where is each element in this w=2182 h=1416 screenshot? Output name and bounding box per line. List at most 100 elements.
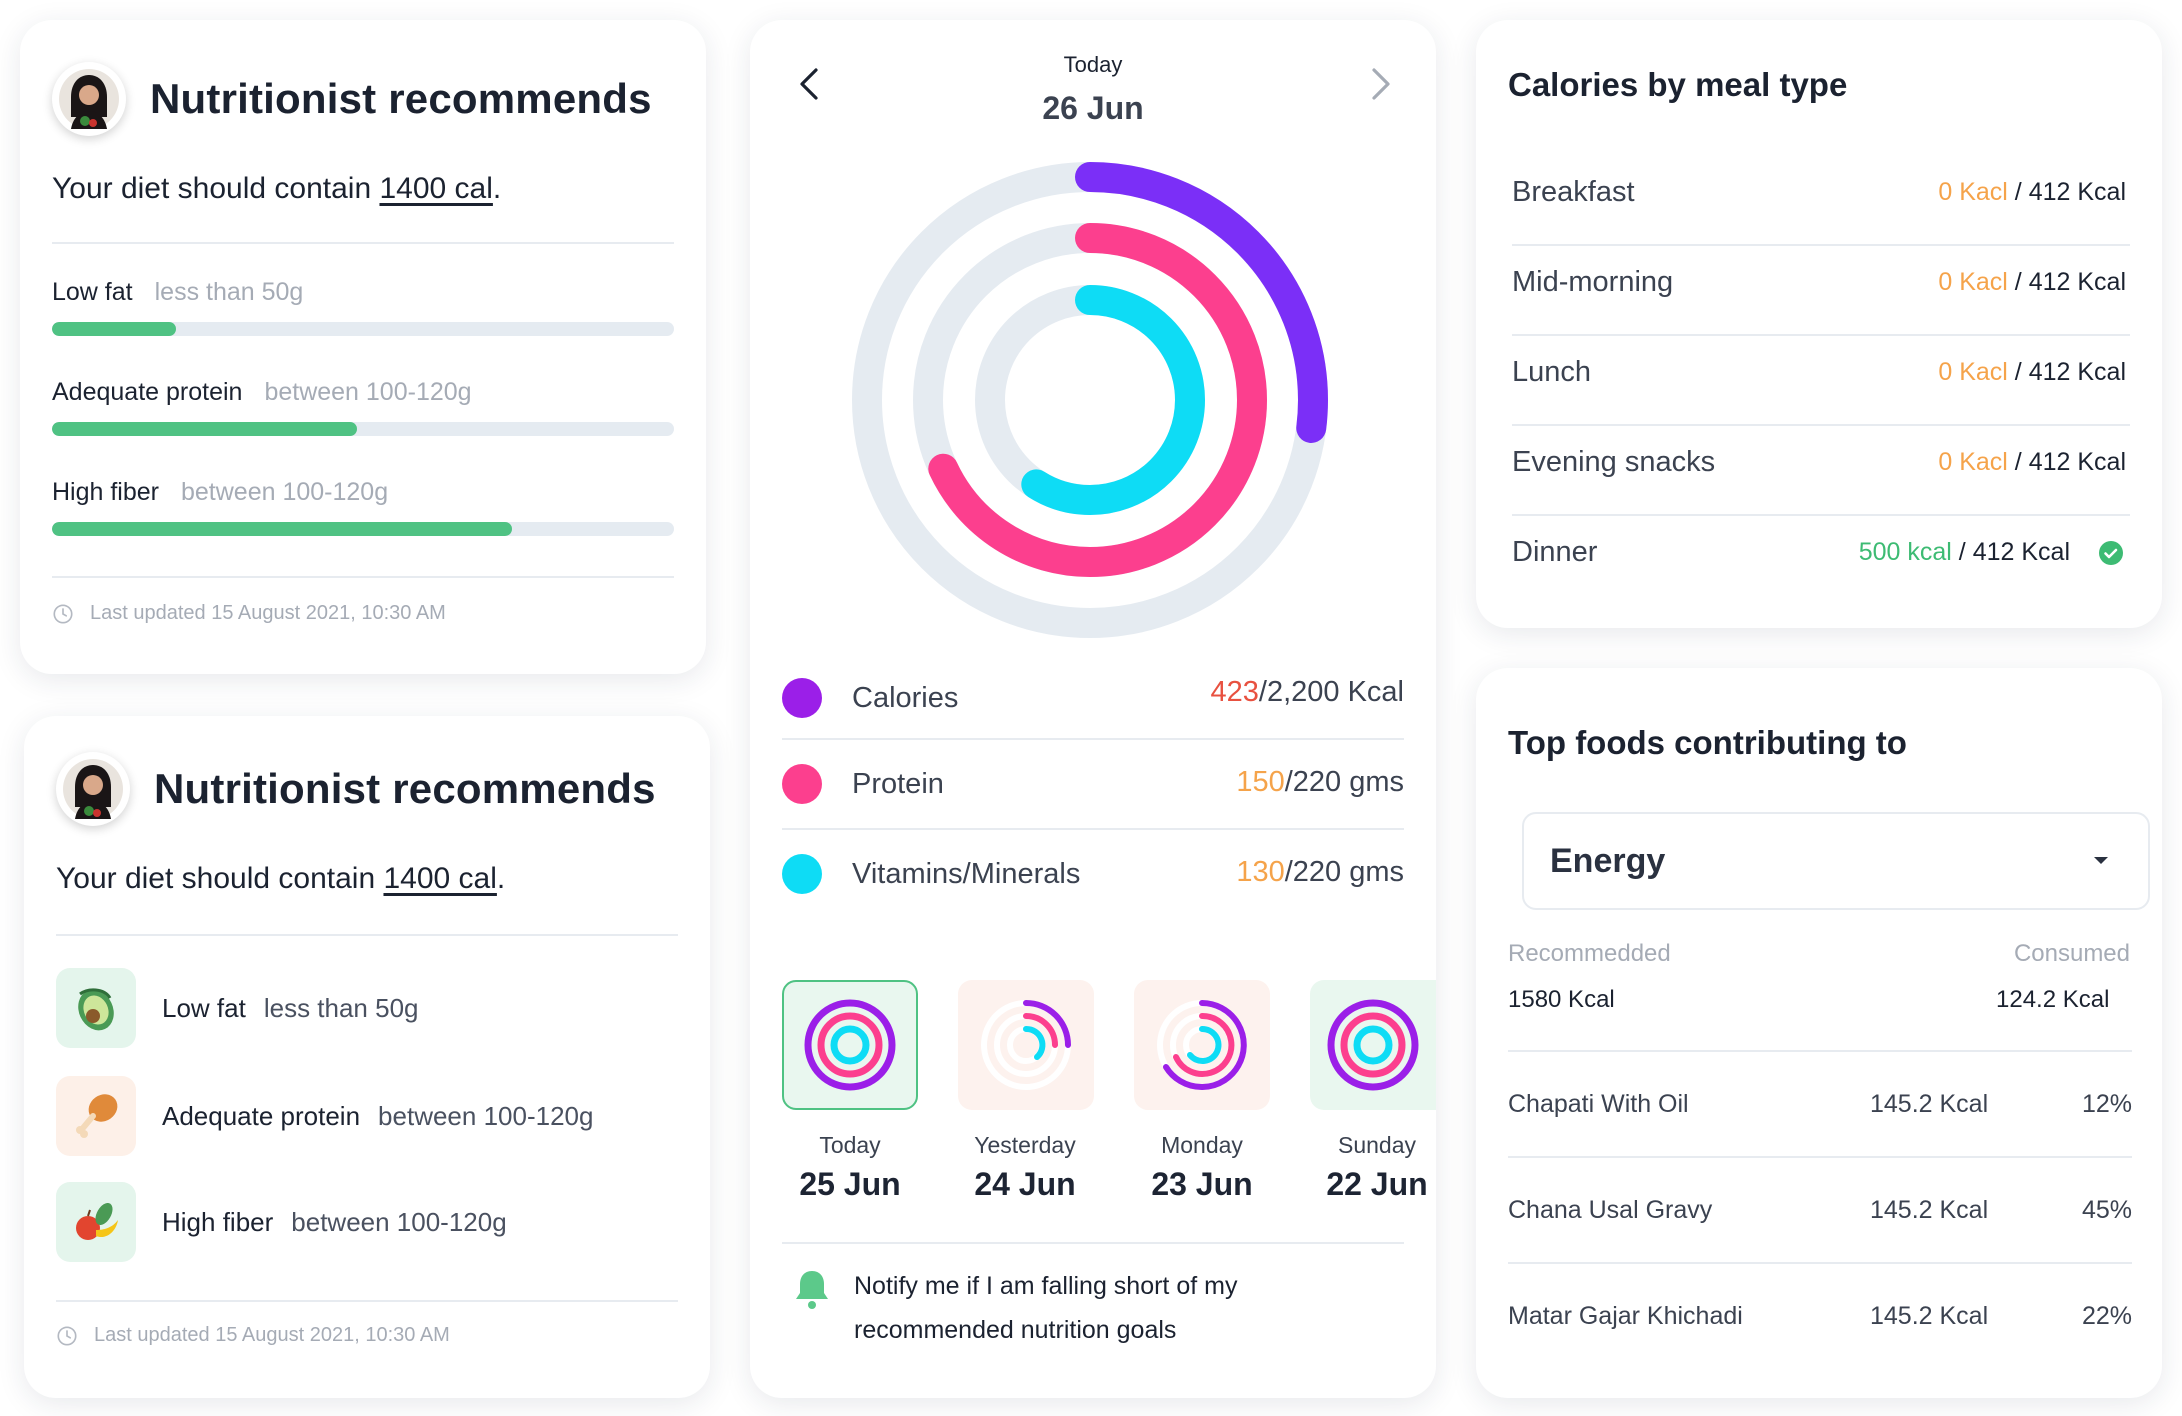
nutrient-label-protein: Adequate protein between 100-120g (52, 378, 472, 406)
bell-icon[interactable] (794, 1268, 830, 1310)
check-circle-icon (2099, 540, 2123, 565)
divider (1512, 334, 2130, 336)
food-percent: 12% (2081, 1090, 2132, 1118)
consumed-label: Consumed (2013, 940, 2130, 967)
fruits-icon (56, 1182, 136, 1262)
mini-rings-icon (981, 1000, 1071, 1090)
progress-bar-low-fat (52, 322, 674, 336)
day-tile-sunday[interactable] (1310, 980, 1436, 1110)
meal-name: Lunch (1512, 356, 1592, 388)
meal-consumed: 500 kcal (1858, 538, 1952, 566)
nutrient-select[interactable]: Energy (1522, 812, 2150, 910)
food-row-fiber: High fiber between 100-120g (56, 1182, 507, 1262)
divider (1512, 424, 2130, 426)
date-label: Today (1063, 52, 1123, 77)
meal-separator: / (2007, 448, 2029, 476)
diet-calorie-text: Your diet should contain 1400 cal. (52, 172, 502, 205)
food-kcal: 145.2 Kcal (1870, 1196, 1989, 1224)
meal-name: Mid-morning (1512, 266, 1674, 298)
current-date: 26 Jun (1042, 90, 1144, 126)
next-day-arrow-icon[interactable] (1360, 64, 1400, 104)
meal-target: 412 Kcal (2028, 268, 2126, 296)
food-percent: 45% (2081, 1196, 2132, 1224)
card-title: Nutritionist recommends (154, 765, 656, 812)
divider (782, 828, 1404, 830)
nutrient-label-low-fat: Low fat less than 50g (52, 278, 304, 306)
meal-consumed: 0 Kacl (1938, 358, 2008, 386)
divider (1512, 244, 2130, 246)
notify-text: Notify me if I am falling short of my re… (854, 1272, 1238, 1344)
avatar (56, 752, 130, 826)
day-tile-monday[interactable] (1134, 980, 1270, 1110)
meal-consumed: 0 Kacl (1938, 448, 2008, 476)
progress-fill (52, 422, 357, 436)
legend-vitamins: Vitamins/Minerals (782, 854, 1080, 894)
previous-day-arrow-icon[interactable] (790, 64, 830, 104)
food-kcal: 145.2 Kcal (1870, 1090, 1989, 1118)
card-header: Nutritionist recommends (52, 62, 652, 136)
section-title: Top foods contributing to (1508, 724, 1907, 761)
day-date-monday: 23 Jun (1151, 1166, 1253, 1202)
meal-consumed: 0 Kacl (1938, 178, 2008, 206)
nutritionist-card-icons: Nutritionist recommends Your diet should… (24, 716, 710, 1398)
vitamins-value: 130/220 gms (1236, 856, 1404, 888)
divider (56, 934, 678, 936)
divider (1508, 1262, 2132, 1264)
day-date-yesterday: 24 Jun (974, 1166, 1076, 1202)
legend-calories: Calories (782, 678, 958, 718)
day-name-today: Today (819, 1132, 881, 1158)
food-percent: 22% (2081, 1302, 2132, 1330)
caret-down-icon (2094, 857, 2108, 864)
vitamins-dot (782, 854, 822, 894)
calorie-target-link[interactable]: 1400 cal (383, 862, 497, 895)
food-name: Chana Usal Gravy (1508, 1196, 1713, 1224)
food-name: Matar Gajar Khichadi (1508, 1302, 1743, 1330)
card-title: Nutritionist recommends (150, 75, 652, 122)
legend-protein: Protein (782, 764, 944, 804)
consumed-value: 124.2 Kcal (1996, 986, 2110, 1013)
meal-separator: / (1951, 538, 1973, 566)
nutritionist-avatar-icon (63, 759, 123, 819)
chicken-leg-icon (56, 1076, 136, 1156)
meal-calorie-value: 0 Kacl / 412 Kcal (1938, 448, 2126, 477)
day-name-monday: Monday (1161, 1132, 1243, 1158)
day-name-sunday: Sunday (1337, 1132, 1416, 1158)
meal-separator: / (2007, 178, 2029, 206)
progress-fill (52, 322, 177, 336)
meal-target: 412 Kcal (2028, 448, 2126, 476)
divider (782, 738, 1404, 740)
meal-consumed: 0 Kacl (1938, 268, 2008, 296)
meal-separator: / (2007, 358, 2029, 386)
diet-calorie-text: Your diet should contain 1400 cal. (56, 862, 506, 895)
nutritionist-card-progress: Nutritionist recommends Your diet should… (20, 20, 706, 674)
day-date-sunday: 22 Jun (1326, 1166, 1428, 1202)
meal-calorie-value: 0 Kacl / 412 Kcal (1938, 268, 2126, 297)
day-tile-today[interactable] (782, 980, 918, 1110)
mini-rings-icon (804, 999, 896, 1091)
day-date-today: 25 Jun (799, 1166, 901, 1202)
recommended-label: Recommedded (1508, 940, 1671, 967)
food-row-protein: Adequate protein between 100-120g (56, 1076, 593, 1156)
recommended-value: 1580 Kcal (1508, 986, 1615, 1013)
calories-by-meal-card: Calories by meal type Breakfast 0 Kacl / … (1476, 20, 2162, 628)
food-kcal: 145.2 Kcal (1870, 1302, 1989, 1330)
divider (56, 1300, 678, 1302)
card-header: Nutritionist recommends (56, 752, 656, 826)
day-name-yesterday: Yesterday (974, 1132, 1076, 1158)
last-updated: Last updated 15 August 2021, 10:30 AM (52, 602, 446, 625)
meal-calorie-value: 500 kcal / 412 Kcal (1859, 538, 2124, 567)
section-title: Calories by meal type (1508, 66, 1848, 103)
meal-name: Breakfast (1512, 176, 1635, 208)
avatar (52, 62, 126, 136)
mini-rings-icon (1157, 1000, 1247, 1090)
divider (52, 242, 674, 244)
protein-value: 150/220 gms (1236, 766, 1404, 798)
day-tile-yesterday[interactable] (958, 980, 1094, 1110)
calorie-target-link[interactable]: 1400 cal (379, 172, 493, 205)
food-row-low-fat: Low fat less than 50g (56, 968, 419, 1048)
clock-icon (57, 1325, 77, 1346)
divider (1508, 1156, 2132, 1158)
daily-tracker-card: Today 26 Jun Calories 423/2,200 Kcal Pro… (750, 20, 1436, 1398)
meal-separator: / (2007, 268, 2029, 296)
meal-target: 412 Kcal (2028, 178, 2126, 206)
